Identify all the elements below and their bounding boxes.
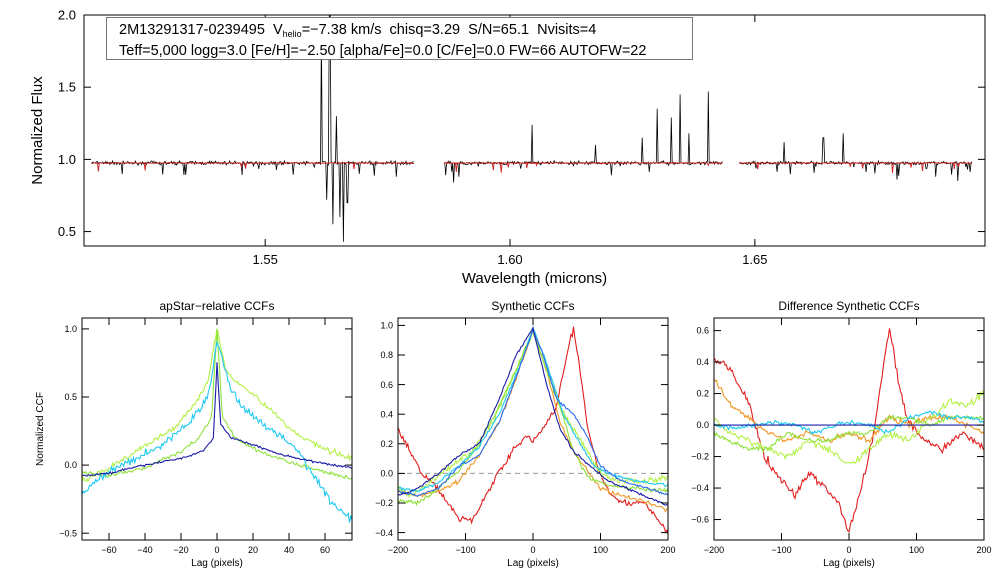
axes-frame [81,317,353,541]
x-tick-label: 0 [530,545,535,555]
ccf-cyan-line [82,340,352,523]
x-axis-label: Lag (pixels) [507,558,559,569]
x-tick-label: 60 [320,545,330,555]
x-tick-label: −200 [704,545,724,555]
model-chip-1 [91,161,414,172]
diff-lime-line [714,389,984,465]
panel-spectrum: 1.55 1.60 1.65 0.5 1.0 1.5 2.0 Wavelength (micr… [29,8,986,287]
y-tick-label: 0.4 [696,357,709,367]
axes-frame [83,14,986,247]
info-line-2: Teff=5,000 logg=3.0 [Fe/H]=−2.50 [alpha/… [119,43,647,59]
panel-difference: −200 −100 0 100 200 −0.6 −0.4 −0.2 0.0 0.2 0.4 0.6 D… [691,299,991,569]
x-tick-label: 0 [846,545,851,555]
x-axis-label: Wavelength (microns) [462,270,607,287]
ccf-cyan-line [398,325,668,493]
chisq-value: chisq=3.29 [389,22,461,38]
ccf-navy-line [82,362,352,477]
x-tick-label: 100 [593,545,608,555]
y-tick-label: 0.4 [380,409,393,419]
x-tick-label: 20 [248,545,258,555]
observed-chip-3 [738,133,973,182]
y-tick-label: 1.0 [64,324,77,334]
x-tick-label: −100 [455,545,475,555]
y-tick-label: 2.0 [58,8,76,23]
nvisits-value: Nvisits=4 [537,22,597,38]
x-axis-label: Lag (pixels) [823,558,875,569]
y-tick-label: −0.4 [375,528,393,538]
vhelio-subscript: helio [282,29,302,39]
y-tick-label: 0.2 [380,439,393,449]
ccf-red-line [398,326,668,535]
info-line-1: 2M13291317-0239495 Vhelio=−7.38 km/s chi… [119,22,692,43]
y-tick-label: 0.6 [380,380,393,390]
ccf-blue-line [398,329,668,497]
spectrum-info-box: 2M13291317-0239495 Vhelio=−7.38 km/s chi… [106,17,693,60]
x-tick-label: 40 [284,545,294,555]
y-tick-label: −0.4 [691,483,709,493]
x-tick-label: 1.65 [742,252,767,267]
y-tick-label: −0.5 [59,528,77,538]
y-axis-label: Normalized CCF [35,392,46,466]
star-id: 2M13291317-0239495 [119,22,265,38]
x-tick-label: 200 [976,545,991,555]
y-tick-label: 1.0 [58,152,76,167]
observed-chip-2 [443,91,723,183]
plot-area [82,328,352,523]
panel-synthetic: −200 −100 0 100 200 −0.4 −0.2 0.0 0.2 0.4 0.6 0.8 1.… [375,299,675,569]
x-tick-label: −200 [388,545,408,555]
plot-area [714,328,984,533]
model-chip-2 [443,161,723,173]
x-tick-label: −100 [771,545,791,555]
diff-orange-line [714,378,984,444]
y-tick-label: 0.0 [64,460,77,470]
ccf-navy-line [398,326,668,507]
axes-frame [397,317,669,541]
y-tick-label: 1.5 [58,80,76,95]
ccf-green-line [82,328,352,480]
y-tick-label: 0.5 [64,392,77,402]
y-tick-label: 0.6 [696,326,709,336]
y-tick-label: −0.2 [691,452,709,462]
ccf-lime-line [398,331,668,499]
ccf-orange-line [398,329,668,513]
y-tick-label: 0.8 [380,350,393,360]
x-tick-label: −60 [101,545,116,555]
vhelio-label: V [273,22,283,38]
y-tick-label: 0.5 [58,224,76,239]
panel-title: Difference Synthetic CCFs [778,299,919,313]
x-tick-label: 100 [909,545,924,555]
x-tick-label: 200 [660,545,675,555]
panel-apstar: −60 −40 −20 0 20 40 60 −0.5 0.0 0.5 1.0 apStar−rela… [35,299,353,569]
y-tick-label: −0.6 [691,515,709,525]
panel-title: Synthetic CCFs [491,299,574,313]
vhelio-value: =−7.38 km/s [301,22,382,38]
model-chip-3 [738,161,973,173]
axes-frame [713,317,985,541]
x-tick-label: 1.55 [253,252,278,267]
x-tick-label: −20 [173,545,188,555]
x-tick-label: 0 [214,545,219,555]
diff-green-line [714,414,984,453]
panel-title: apStar−relative CCFs [159,299,274,313]
plot-area [91,15,973,242]
y-axis-label: Normalized Flux [29,76,46,185]
y-tick-label: −0.2 [375,498,393,508]
y-tick-label: 0.0 [696,420,709,430]
y-tick-label: 1.0 [380,321,393,331]
x-axis-label: Lag (pixels) [191,558,243,569]
x-tick-label: 1.60 [497,252,522,267]
x-tick-label: −40 [137,545,152,555]
sn-value: S/N=65.1 [468,22,530,38]
diff-red-line [714,328,984,533]
ccf-lime-line [82,328,352,484]
y-tick-label: 0.0 [380,469,393,479]
plot-area [398,325,668,535]
y-tick-label: 0.2 [696,389,709,399]
